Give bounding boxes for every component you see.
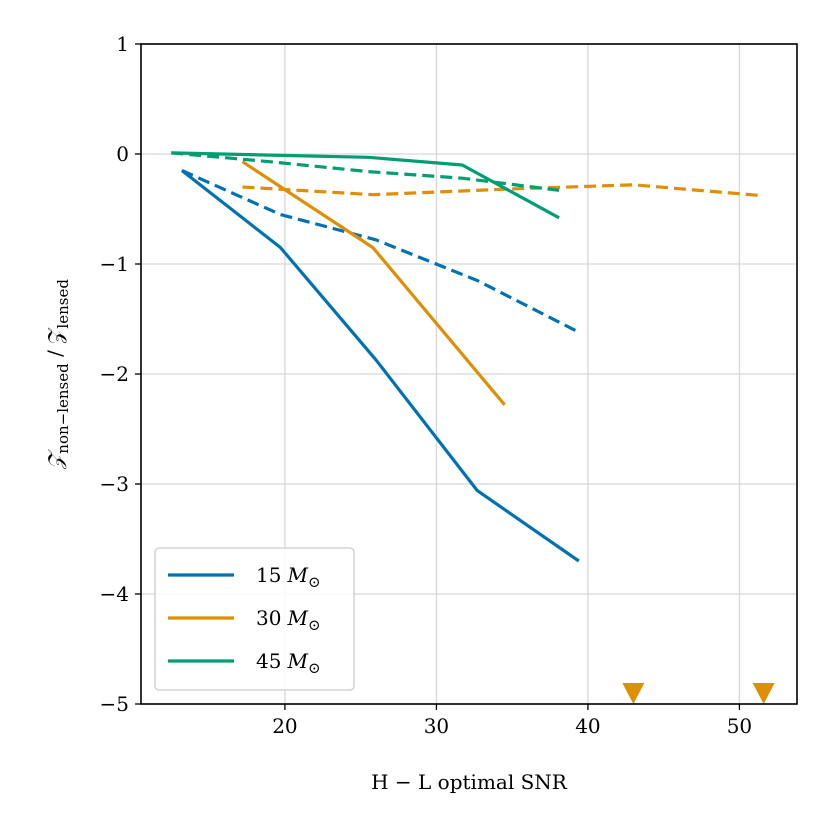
legend-label: 45 M⊙	[256, 649, 321, 677]
series-line-solid	[180, 169, 580, 563]
y-tick-label: 0	[116, 142, 129, 166]
y-axis-label: 𝒵non−lensed / 𝒵lensed	[43, 279, 72, 470]
legend-box	[154, 547, 355, 691]
axis-ticks: 20 30 40 50 1 0 −1 −2 −3 −4 −5	[100, 32, 753, 738]
x-tick-label: 30	[424, 714, 449, 738]
x-axis-label: H − L optimal SNR	[371, 770, 568, 794]
x-tick-label: 40	[575, 714, 600, 738]
upper-limit-marker	[752, 683, 775, 704]
series-layer	[171, 151, 764, 563]
y-axis-label-sub2: lensed	[54, 279, 72, 329]
y-tick-label: −3	[100, 472, 129, 496]
y-tick-label: 1	[116, 32, 129, 56]
y-tick-label: −5	[100, 692, 129, 716]
x-tick-label: 50	[727, 714, 752, 738]
y-axis-label-sub1: non−lensed	[54, 363, 72, 454]
legend-label: 15 M⊙	[256, 563, 321, 591]
series-line-dashed	[181, 169, 580, 334]
x-tick-label: 20	[272, 714, 297, 738]
y-tick-label: −4	[100, 582, 129, 606]
marker-layer	[622, 683, 775, 704]
legend-label: 30 M⊙	[256, 606, 321, 634]
legend: 15 M⊙ 30 M⊙ 45 M⊙	[154, 547, 355, 691]
y-axis-label-separator: / 𝒵	[43, 327, 67, 363]
y-axis-label-symbol: 𝒵	[43, 449, 67, 470]
y-tick-label: −1	[100, 252, 129, 276]
series-line-dashed	[171, 151, 560, 192]
series-line-solid	[241, 160, 506, 406]
upper-limit-marker	[622, 683, 645, 704]
y-tick-label: −2	[100, 362, 129, 386]
